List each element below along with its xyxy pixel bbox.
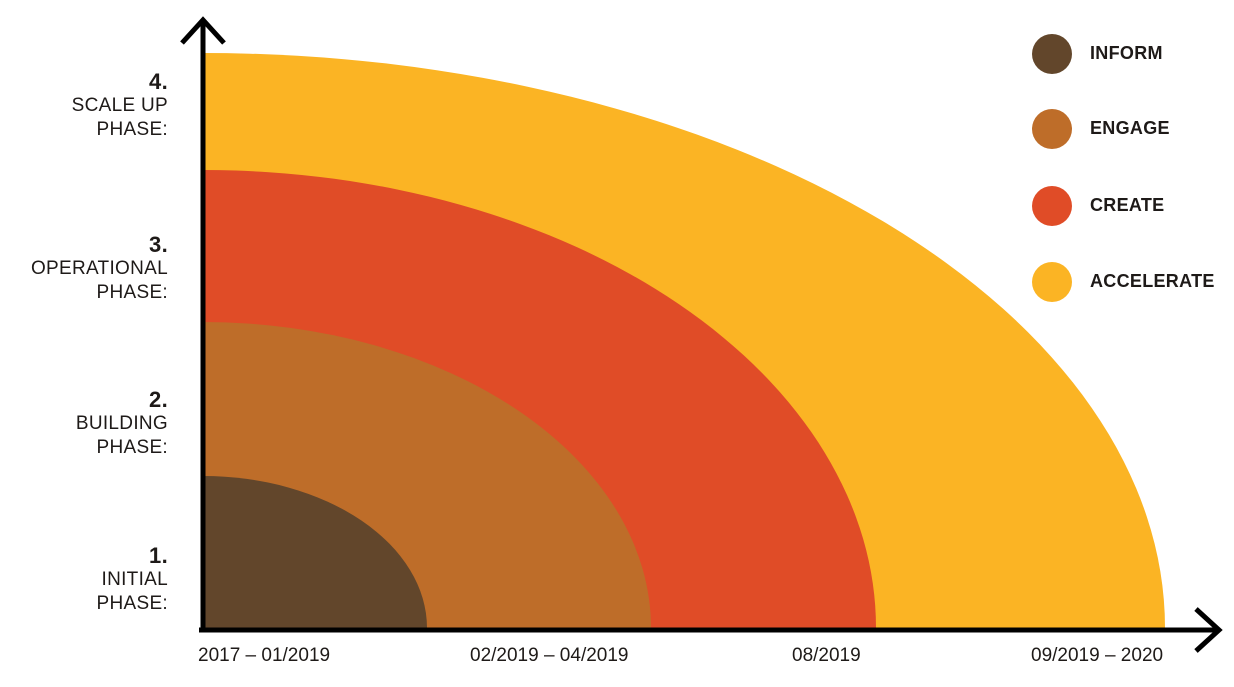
timeline-label-3: 08/2019 — [792, 645, 861, 666]
phase-label-initial: 1. INITIAL PHASE: — [97, 544, 169, 616]
y-axis-arrowhead — [180, 16, 226, 45]
x-axis-arrowhead — [1194, 607, 1223, 653]
phase-label-operational: 3. OPERATIONAL PHASE: — [31, 233, 168, 305]
phase-number: 4. — [149, 69, 168, 94]
phase-label-scale-up: 4. SCALE UP PHASE: — [72, 70, 168, 142]
phase-title: OPERATIONAL — [30, 258, 168, 279]
legend-label: ENGAGE — [1090, 118, 1170, 138]
timeline-label-4: 09/2019 – 2020 — [1031, 645, 1164, 666]
legend-swatch — [1032, 34, 1072, 74]
legend-swatch — [1032, 109, 1072, 149]
phase-suffix: PHASE: — [96, 593, 168, 614]
phase-suffix: PHASE: — [96, 437, 168, 458]
phase-suffix: PHASE: — [96, 282, 168, 303]
phase-suffix: PHASE: — [96, 119, 168, 140]
phase-number: 2. — [149, 387, 168, 412]
timeline-label-2: 02/2019 – 04/2019 — [470, 645, 629, 666]
legend-label: INFORM — [1090, 43, 1163, 63]
legend-swatch — [1032, 186, 1072, 226]
phase-title: INITIAL — [101, 569, 168, 590]
legend-label: ACCELERATE — [1090, 271, 1215, 291]
phase-number: 3. — [149, 232, 168, 257]
timeline-label-1: 2017 – 01/2019 — [198, 645, 331, 666]
legend-label: CREATE — [1090, 195, 1165, 215]
phase-label-building: 2. BUILDING PHASE: — [76, 388, 168, 460]
legend-swatch — [1032, 262, 1072, 302]
inform-arc — [203, 476, 427, 628]
phase-title: SCALE UP — [71, 95, 168, 116]
phase-title: BUILDING — [75, 413, 168, 434]
phase-number: 1. — [149, 543, 168, 568]
